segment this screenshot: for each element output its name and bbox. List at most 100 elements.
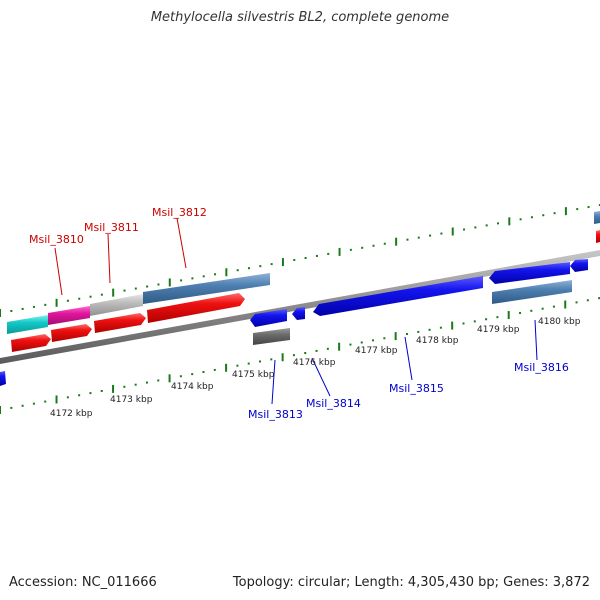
forward-ruler-dot bbox=[406, 238, 409, 241]
forward-ruler-dot bbox=[21, 307, 24, 310]
reverse-ruler-dot bbox=[259, 360, 262, 363]
reverse-ruler-dot bbox=[270, 358, 273, 361]
reverse-ruler-dot bbox=[586, 299, 589, 302]
reverse-ruler-dot bbox=[349, 343, 352, 346]
reverse-ruler-dot bbox=[372, 339, 375, 342]
forward-ruler-dot bbox=[440, 232, 443, 235]
gene-label-msil-3812[interactable]: Msil_3812 bbox=[152, 206, 207, 219]
callout-line-msil-3810 bbox=[54, 247, 63, 296]
gene-arrow-msil-3816[interactable] bbox=[489, 262, 570, 284]
forward-ruler-dot bbox=[496, 222, 499, 225]
forward-ruler-dot bbox=[485, 224, 488, 227]
scale-label-4176: 4176 kbp bbox=[293, 358, 336, 368]
cog-box-cyan bbox=[7, 315, 48, 334]
reverse-ruler-dot bbox=[315, 349, 318, 352]
gene-label-msil-3813[interactable]: Msil_3813 bbox=[248, 408, 303, 421]
scale-label-4174: 4174 kbp bbox=[171, 382, 214, 392]
forward-ruler-dot bbox=[315, 254, 318, 257]
reverse-ruler-dot bbox=[44, 400, 47, 403]
gene-arrow-msil-3810[interactable] bbox=[11, 334, 51, 352]
forward-ruler-dot bbox=[463, 228, 466, 231]
scale-label-4180: 4180 kbp bbox=[538, 317, 581, 327]
reverse-ruler-dot bbox=[10, 406, 13, 409]
gene-arrow-msil-3811[interactable] bbox=[51, 324, 92, 342]
gene-label-msil-3815[interactable]: Msil_3815 bbox=[389, 382, 444, 395]
reverse-ruler-dot bbox=[598, 297, 600, 300]
forward-ruler-dot bbox=[100, 293, 103, 296]
cog-box-steel bbox=[143, 273, 270, 304]
reverse-ruler-dot bbox=[360, 341, 363, 344]
reverse-ruler-dot bbox=[100, 390, 103, 393]
cog-box-steel-reverse bbox=[492, 280, 572, 304]
forward-ruler-dot bbox=[598, 204, 600, 207]
cog-box-magenta bbox=[48, 306, 90, 325]
gene-arrow-right-blue[interactable] bbox=[570, 259, 588, 272]
gene-arrow-msil-3814[interactable] bbox=[292, 307, 305, 320]
gene-label-msil-3816[interactable]: Msil_3816 bbox=[514, 361, 569, 374]
scale-label-4172: 4172 kbp bbox=[50, 409, 93, 419]
forward-ruler-dot bbox=[542, 214, 545, 217]
gene-arrow-left-edge-blue[interactable] bbox=[0, 371, 6, 386]
reverse-ruler-dot bbox=[78, 394, 81, 397]
forward-ruler-dot bbox=[474, 226, 477, 229]
forward-ruler-dot bbox=[587, 206, 590, 209]
forward-ruler-dot bbox=[361, 246, 364, 249]
gene-label-msil-3810[interactable]: Msil_3810 bbox=[29, 233, 84, 246]
reverse-ruler-dot bbox=[496, 316, 499, 319]
forward-ruler-dot bbox=[383, 242, 386, 245]
gene-arrow-edge-red[interactable] bbox=[596, 230, 600, 243]
forward-ruler-dot bbox=[10, 309, 13, 312]
reverse-ruler-dot bbox=[202, 371, 205, 374]
scale-label-4179: 4179 kbp bbox=[477, 325, 520, 335]
reverse-ruler-dot bbox=[179, 375, 182, 378]
reverse-ruler-dot bbox=[485, 318, 488, 321]
reverse-ruler-dot bbox=[552, 305, 555, 308]
forward-ruler-dot bbox=[530, 216, 533, 219]
forward-ruler-dot bbox=[429, 234, 432, 237]
accession-label: Accession: NC_011666 bbox=[9, 575, 157, 590]
forward-ruler-dot bbox=[202, 275, 205, 278]
reverse-ruler-dot bbox=[462, 322, 465, 325]
callout-line-msil-3813 bbox=[271, 359, 276, 405]
genome-summary: Topology: circular; Length: 4,305,430 bp… bbox=[232, 575, 590, 590]
gene-label-msil-3811[interactable]: Msil_3811 bbox=[84, 221, 139, 234]
forward-ruler-dot bbox=[349, 248, 352, 251]
forward-ruler-dot bbox=[214, 273, 217, 276]
gene-label-msil-3814[interactable]: Msil_3814 bbox=[306, 397, 361, 410]
forward-ruler-dot bbox=[32, 305, 35, 308]
reverse-ruler-dot bbox=[145, 381, 148, 384]
cog-box-edge-steel bbox=[594, 211, 600, 224]
reverse-ruler-dot bbox=[575, 301, 578, 304]
forward-ruler-dot bbox=[134, 287, 137, 290]
gene-arrow-msil-3813[interactable] bbox=[250, 309, 287, 327]
reverse-ruler-dot bbox=[191, 373, 194, 376]
reverse-ruler-dot bbox=[473, 320, 476, 323]
cog-box-silver bbox=[90, 294, 143, 316]
callout-line-msil-3811 bbox=[107, 233, 111, 284]
forward-ruler-dot bbox=[270, 263, 273, 266]
gene-arrow-msil-3812[interactable] bbox=[147, 293, 245, 323]
forward-ruler-dot bbox=[89, 295, 92, 298]
forward-ruler-dot bbox=[259, 265, 262, 268]
forward-ruler-dot bbox=[576, 208, 579, 211]
forward-ruler-dot bbox=[247, 267, 250, 270]
forward-ruler-dot bbox=[304, 256, 307, 259]
reverse-ruler bbox=[0, 297, 600, 414]
reverse-ruler-dot bbox=[123, 385, 126, 388]
forward-ruler-dot bbox=[123, 289, 126, 292]
forward-ruler-dot bbox=[66, 299, 69, 302]
reverse-ruler-dot bbox=[21, 404, 24, 407]
reverse-ruler-dot bbox=[66, 396, 69, 399]
gene-arrow-msil-3811b[interactable] bbox=[94, 313, 146, 333]
gene-arrow-msil-3815[interactable] bbox=[313, 276, 483, 316]
reverse-ruler-dot bbox=[519, 311, 522, 314]
reverse-ruler-dot bbox=[89, 392, 92, 395]
reverse-ruler-dot bbox=[530, 309, 533, 312]
forward-ruler-dot bbox=[157, 283, 160, 286]
forward-ruler-dot bbox=[293, 259, 296, 262]
reverse-ruler-dot bbox=[157, 379, 160, 382]
reverse-ruler-dot bbox=[304, 352, 307, 355]
reverse-ruler-dot bbox=[428, 328, 431, 331]
forward-ruler-dot bbox=[78, 297, 81, 300]
forward-ruler-dot bbox=[180, 279, 183, 282]
